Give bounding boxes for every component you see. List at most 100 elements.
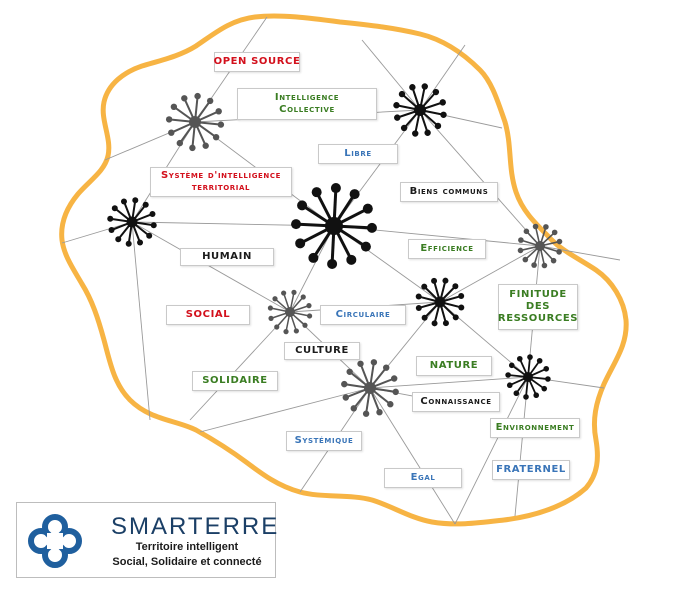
hub-spoke-end [541,262,548,269]
hub-spoke-end [137,239,144,246]
hub-spoke-end [342,394,349,401]
hub-spoke-end [516,355,523,362]
hub-spoke-end [346,368,353,375]
hub-spoke-end [458,304,465,311]
hub-spoke-end [532,223,539,230]
hub-spoke-end [357,360,364,367]
hub-center-dot [325,217,343,235]
hub-node-open-source [165,92,225,152]
hub-center-dot [364,382,376,394]
label-culture: CULTURE [284,342,360,360]
hub-spoke-end [518,237,524,243]
hub-spoke-end [415,304,422,311]
hub-spoke-end [387,401,394,408]
hub-spoke-end [376,409,383,416]
hub-spoke-end [421,283,428,290]
hub-node-environnement [505,354,551,400]
hub-spoke-end [439,99,446,106]
hub-spoke-end [311,187,322,198]
hub-spoke-end [268,315,274,321]
hub-node-social [267,289,313,335]
hub-spoke-end [523,228,530,235]
hub-center-dot [523,372,533,382]
hub-node-systemique [341,359,399,417]
hub-spoke-end [431,320,438,327]
brand-tagline-line-2: Social, Solidaire et connecté [112,556,262,568]
hub-spoke-end [392,388,399,396]
hub-spoke-end [362,203,373,214]
island-outline [59,13,629,527]
hub-spoke-end [302,322,308,328]
hub-spoke-end [170,103,178,111]
hub-spoke-end [202,142,209,149]
label-systeme-intelligence-territorial: Système d'intelligence territorial [150,167,292,197]
hub-spoke-end [440,111,447,118]
hub-spoke-end [194,92,201,100]
hub-spoke-end [543,365,550,372]
label-circulaire: Circulaire [320,305,406,325]
hub-spoke-end [120,198,127,205]
hub-center-dot [535,241,545,251]
hub-spoke-end [341,380,348,388]
hub-spoke-end [307,313,313,319]
label-biens-communs: Biens communs [400,182,498,202]
hub-spoke-end [517,247,524,254]
hub-spoke-end [412,130,419,137]
hub-spoke-end [330,183,341,194]
hub-spoke-end [168,129,175,136]
hub-spoke-end [150,222,157,229]
hub-spoke-end [111,205,118,212]
hub-spoke-end [523,394,529,400]
hub-spoke-end [281,290,287,296]
hub-spoke-end [189,144,196,152]
hub-spoke-end [215,108,222,115]
hub-spoke-end [306,303,312,309]
hub-spoke-end [506,382,513,389]
hub-spoke-end [505,372,511,378]
hub-spoke-end [132,197,139,204]
hub-spoke-end [531,262,537,268]
hub-spoke-end [452,314,459,321]
hub-spoke-end [206,97,214,105]
hub-spoke-end [362,410,370,417]
label-intelligence-collective: Intelligence Collective [237,88,377,120]
hub-spoke-end [181,95,188,102]
hub-spoke-end [125,240,132,247]
hub-spoke-end [541,385,548,392]
hub-spoke-end [327,258,338,269]
hub-spoke-end [349,189,360,200]
hub-spoke-end [536,357,543,364]
label-finitude-des-ressources: FINITUDE DES RESSOURCES [498,284,578,330]
hub-spoke-end [442,277,449,284]
hub-spoke-end [415,293,422,300]
brand-tagline-line-1: Territoire intelligent [135,541,239,553]
hub-spoke-end [421,314,428,321]
hub-spoke-end [442,320,449,327]
hub-spoke-end [508,362,515,369]
hub-spoke-end [522,256,529,263]
label-nature: NATURE [416,356,492,376]
label-environnement: Environnement [490,418,580,438]
hub-node-efficience [517,223,563,269]
hub-spoke-end [556,249,562,255]
hub-node-west [107,197,157,247]
hub-spoke-end [272,296,278,302]
hub-spoke-end [400,124,408,132]
hub-spoke-end [267,305,273,311]
label-connaissance: Connaissance [412,392,500,412]
hub-spoke-end [142,201,149,208]
hub-spoke-end [551,229,558,236]
hub-spoke-end [350,405,357,412]
label-libre: Libre [318,144,398,164]
hub-spoke-end [409,84,416,91]
hub-spoke-end [300,294,306,300]
hub-spoke-end [556,238,563,245]
label-systemique: Systémique [286,431,362,451]
hub-spoke-end [370,359,378,366]
hub-node-center [291,183,377,269]
hub-spoke-end [293,328,299,334]
hub-spoke-end [543,224,549,230]
hub-spoke-end [297,200,308,211]
hub-spoke-end [383,364,390,371]
